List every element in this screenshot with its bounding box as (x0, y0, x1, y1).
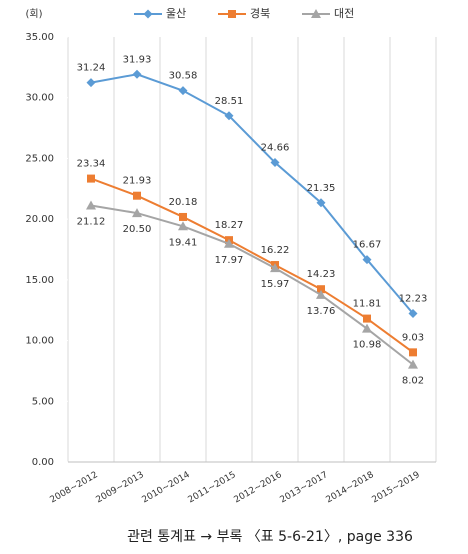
data-label: 21.35 (307, 183, 336, 194)
marker (317, 285, 325, 294)
legend-marker (143, 9, 153, 19)
data-label: 15.97 (261, 279, 290, 290)
data-label: 20.18 (169, 197, 198, 208)
marker (132, 69, 142, 79)
y-tick-label: 20.00 (25, 214, 54, 225)
data-label: 30.58 (169, 71, 198, 82)
marker (179, 212, 187, 221)
legend-label: 경북 (250, 7, 270, 20)
legend-marker (311, 9, 321, 18)
marker (224, 111, 234, 121)
x-tick-label: 2014~2018 (325, 470, 376, 505)
data-label: 28.51 (215, 96, 244, 107)
marker (408, 308, 418, 318)
data-label: 31.24 (77, 63, 106, 74)
data-label: 16.22 (261, 245, 290, 256)
x-tick-label: 2011~2015 (187, 470, 238, 505)
marker (270, 263, 280, 273)
marker (316, 198, 326, 208)
x-tick-label: 2008~2012 (49, 470, 100, 505)
marker (178, 86, 188, 96)
data-label: 21.93 (123, 176, 152, 187)
data-label: 21.12 (77, 217, 106, 228)
x-tick-label: 2009~2013 (95, 470, 146, 505)
data-label: 10.98 (353, 340, 382, 351)
x-tick-label: 2013~2017 (279, 470, 330, 505)
caption: 관련 통계표 → 부록 〈표 5-6-21〉, page 336 (127, 529, 413, 545)
series-line (90, 177, 414, 354)
y-tick-label: 0.00 (32, 457, 54, 468)
data-label: 20.50 (123, 224, 152, 235)
data-label: 19.41 (169, 237, 198, 248)
y-tick-label: 30.00 (25, 93, 54, 104)
legend-marker (228, 10, 236, 18)
marker (133, 191, 141, 200)
data-label: 12.23 (399, 293, 428, 304)
marker (363, 314, 371, 323)
legend-label: 울산 (166, 7, 186, 20)
marker (362, 255, 372, 265)
data-label: 14.23 (307, 269, 336, 280)
data-label: 16.67 (353, 240, 382, 251)
x-tick-label: 2015~2019 (371, 470, 422, 505)
marker (316, 289, 326, 299)
data-label: 8.02 (402, 376, 424, 387)
series-line (90, 73, 414, 315)
y-tick-label: 35.00 (25, 32, 54, 43)
marker (178, 221, 188, 231)
marker (86, 200, 96, 210)
y-tick-label: 5.00 (32, 396, 54, 407)
y-tick-label: 25.00 (25, 153, 54, 164)
data-label: 23.34 (77, 159, 106, 170)
data-label: 31.93 (123, 54, 152, 65)
marker (132, 208, 142, 218)
marker (362, 323, 372, 333)
marker (86, 78, 96, 88)
data-label: 18.27 (215, 220, 244, 231)
marker (409, 348, 417, 357)
series-line (90, 204, 414, 366)
marker (224, 238, 234, 248)
data-label: 13.76 (307, 306, 336, 317)
x-tick-label: 2012~2016 (233, 470, 284, 505)
y-tick-label: 15.00 (25, 275, 54, 286)
x-tick-label: 2010~2014 (141, 470, 192, 505)
data-label: 24.66 (261, 143, 290, 154)
data-label: 9.03 (402, 332, 424, 343)
unit-label: (회) (25, 8, 42, 20)
marker (408, 359, 418, 369)
data-label: 17.97 (215, 255, 244, 266)
marker (87, 174, 95, 183)
marker (270, 158, 280, 168)
y-tick-label: 10.00 (25, 336, 54, 347)
legend-label: 대전 (334, 7, 354, 20)
data-label: 11.81 (353, 299, 382, 310)
